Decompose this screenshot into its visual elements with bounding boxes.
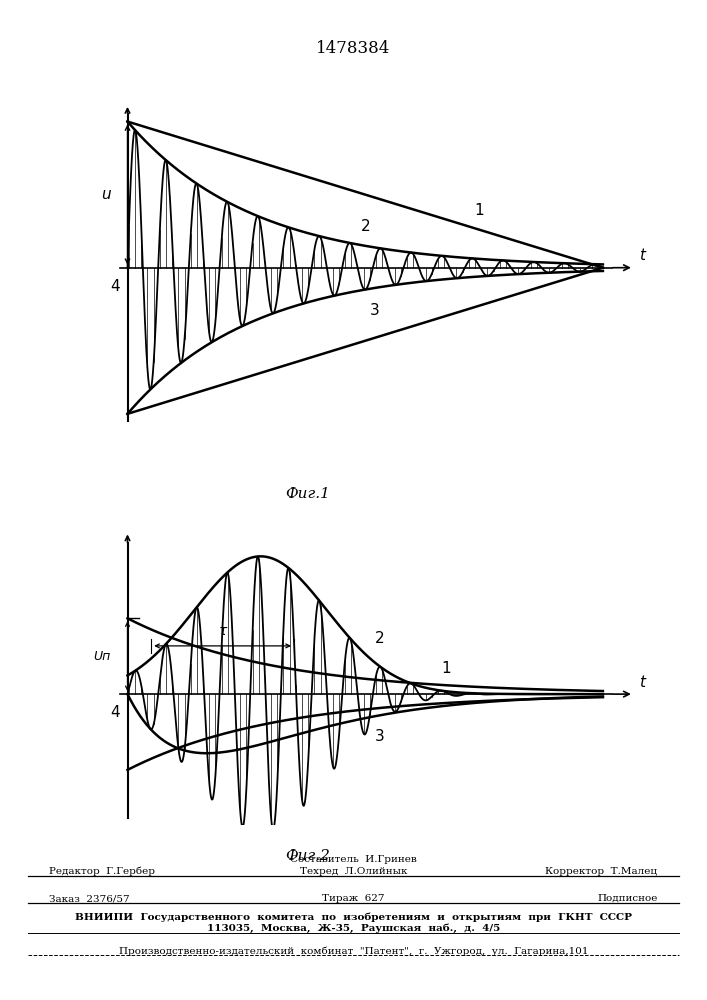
Text: τ: τ <box>218 624 227 638</box>
Text: Производственно-издательский  комбинат  "Патент",  г.  Ужгород,  ул.  Гагарина,1: Производственно-издательский комбинат "П… <box>119 946 588 956</box>
Text: Корректор  Т.Малец: Корректор Т.Малец <box>545 867 658 876</box>
Text: 1: 1 <box>474 203 484 218</box>
Text: Составитель  И.Гринев: Составитель И.Гринев <box>290 855 417 864</box>
Text: Uп: Uп <box>93 650 111 663</box>
Text: ВНИИПИ  Государственного  комитета  по  изобретениям  и  открытиям  при  ГКНТ  С: ВНИИПИ Государственного комитета по изоб… <box>75 912 632 922</box>
Text: t: t <box>638 675 645 690</box>
Text: 1478384: 1478384 <box>316 40 391 57</box>
Text: Подписное: Подписное <box>597 894 658 903</box>
Text: 2: 2 <box>375 631 385 646</box>
Text: 4: 4 <box>111 705 120 720</box>
Text: u: u <box>101 187 111 202</box>
Text: Фиг.1: Фиг.1 <box>285 487 330 501</box>
Text: Техред  Л.Олийнык: Техред Л.Олийнык <box>300 867 407 876</box>
Text: 1: 1 <box>441 661 451 676</box>
Text: Фиг.2: Фиг.2 <box>285 849 330 863</box>
Text: Заказ  2376/57: Заказ 2376/57 <box>49 894 130 903</box>
Text: 4: 4 <box>111 279 120 294</box>
Text: 113035,  Москва,  Ж-35,  Раушская  наб.,  д.  4/5: 113035, Москва, Ж-35, Раушская наб., д. … <box>207 923 500 933</box>
Text: Тираж  627: Тираж 627 <box>322 894 385 903</box>
Text: 3: 3 <box>375 729 385 744</box>
Text: 3: 3 <box>370 303 380 318</box>
Text: Редактор  Г.Гербер: Редактор Г.Гербер <box>49 866 156 876</box>
Text: t: t <box>638 248 645 263</box>
Text: 2: 2 <box>361 219 370 234</box>
